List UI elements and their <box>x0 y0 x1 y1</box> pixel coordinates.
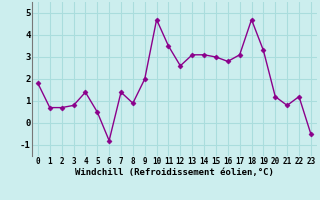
X-axis label: Windchill (Refroidissement éolien,°C): Windchill (Refroidissement éolien,°C) <box>75 168 274 177</box>
